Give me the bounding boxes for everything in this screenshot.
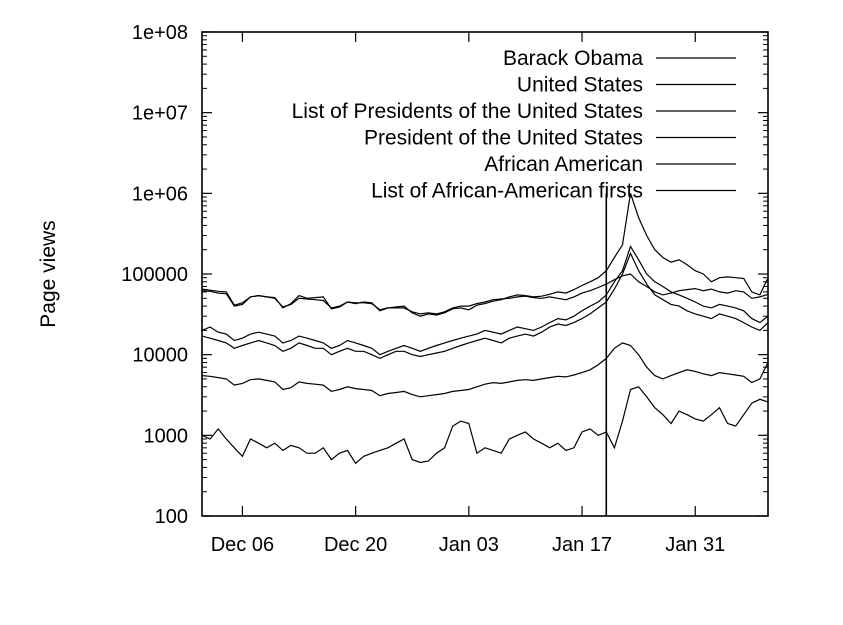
y-axis: 100 1000 10000 100000 1e+06 1e+07 1e+08: [121, 22, 768, 528]
series-lines: [201, 193, 769, 465]
x-tick-label: Jan 31: [665, 534, 725, 556]
legend: Barack Obama United States List of Preside…: [292, 47, 736, 203]
y-tick-label: 1e+06: [132, 183, 188, 205]
series-line-3: [201, 251, 769, 360]
y-axis-title: Page views: [37, 220, 60, 327]
legend-label: President of the United States: [364, 127, 643, 150]
x-tick-label: Dec 20: [324, 534, 387, 556]
x-tick-label: Dec 06: [211, 534, 274, 556]
y-tick-label: 100: [155, 506, 188, 528]
y-tick-label: 1e+07: [132, 103, 188, 125]
series-line-0: [201, 193, 769, 317]
legend-label: List of African-American firsts: [371, 180, 643, 203]
series-line-4: [201, 342, 769, 398]
x-tick-label: Jan 03: [439, 534, 499, 556]
x-tick-label: Jan 17: [552, 534, 612, 556]
y-tick-label: 10000: [132, 345, 188, 367]
series-line-5: [201, 386, 769, 465]
y-tick-label: 1000: [144, 425, 189, 447]
x-axis: Dec 06 Dec 20 Jan 03 Jan 17 Jan 31: [211, 32, 725, 556]
y-tick-label: 100000: [121, 264, 188, 286]
legend-label: List of Presidents of the United States: [292, 100, 643, 123]
legend-label: United States: [517, 74, 643, 97]
series-line-2: [201, 244, 769, 356]
legend-label: Barack Obama: [503, 47, 643, 70]
legend-label: African American: [484, 153, 643, 176]
y-tick-label: 1e+08: [132, 22, 188, 44]
